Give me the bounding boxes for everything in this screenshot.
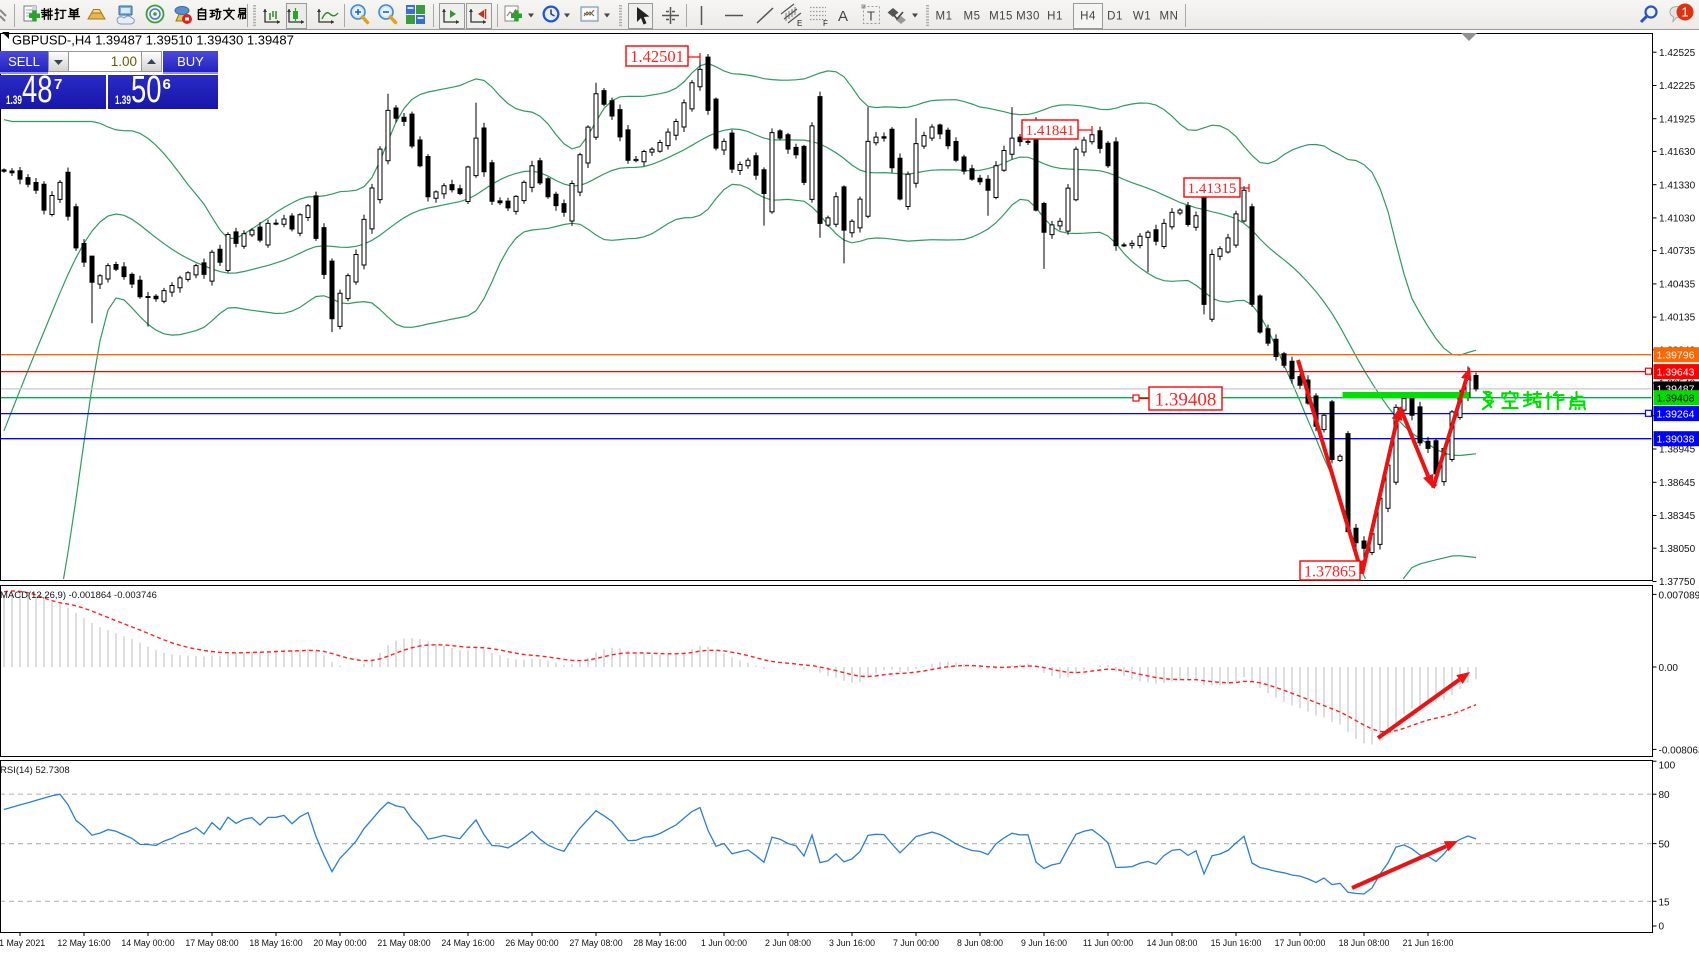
- svg-text:1.40735: 1.40735: [1659, 246, 1696, 257]
- svg-text:1.39796: 1.39796: [1657, 350, 1695, 362]
- svg-text:D1: D1: [1107, 11, 1123, 23]
- svg-text:24 May 16:00: 24 May 16:00: [441, 938, 494, 948]
- svg-text:11 May 2021: 11 May 2021: [0, 938, 45, 948]
- svg-text:1.38345: 1.38345: [1659, 511, 1696, 522]
- svg-text:1.39408: 1.39408: [1657, 393, 1695, 405]
- svg-text:1: 1: [1681, 5, 1688, 20]
- svg-text:18 Jun 08:00: 18 Jun 08:00: [1339, 938, 1390, 948]
- svg-text:15 Jun 16:00: 15 Jun 16:00: [1211, 938, 1262, 948]
- svg-text:1.41841: 1.41841: [1026, 123, 1075, 139]
- svg-text:3 Jun 16:00: 3 Jun 16:00: [829, 938, 875, 948]
- svg-text:12 May 16:00: 12 May 16:00: [57, 938, 110, 948]
- svg-text:-0.008063: -0.008063: [1659, 745, 1699, 756]
- svg-text:1.41630: 1.41630: [1659, 147, 1696, 158]
- svg-text:1.42225: 1.42225: [1659, 81, 1696, 92]
- svg-text:100: 100: [1659, 761, 1676, 772]
- svg-text:A: A: [838, 8, 848, 25]
- svg-text:M15: M15: [989, 11, 1013, 23]
- svg-text:0.00: 0.00: [1659, 663, 1679, 674]
- svg-text:GBPUSD-,H4 1.39487 1.39510 1.: GBPUSD-,H4 1.39487 1.39510 1.39430 1.394…: [12, 33, 294, 48]
- svg-text:M5: M5: [964, 11, 981, 23]
- svg-text:21 Jun 16:00: 21 Jun 16:00: [1403, 938, 1454, 948]
- svg-text:7 Jun 00:00: 7 Jun 00:00: [893, 938, 939, 948]
- svg-text:W1: W1: [1133, 11, 1151, 23]
- svg-text:8 Jun 08:00: 8 Jun 08:00: [957, 938, 1003, 948]
- svg-text:1.41315: 1.41315: [1188, 181, 1237, 197]
- svg-text:MACD(12,26,9) -0.001864 -0.003: MACD(12,26,9) -0.001864 -0.003746: [0, 590, 157, 601]
- svg-text:1.41925: 1.41925: [1659, 114, 1696, 125]
- svg-text:1.39038: 1.39038: [1657, 434, 1695, 446]
- svg-text:1.42525: 1.42525: [1659, 48, 1696, 59]
- svg-text:2 Jun 08:00: 2 Jun 08:00: [765, 938, 811, 948]
- svg-text:M30: M30: [1016, 11, 1040, 23]
- svg-text:1.38945: 1.38945: [1659, 445, 1696, 456]
- svg-text:20 May 00:00: 20 May 00:00: [313, 938, 366, 948]
- svg-text:MN: MN: [1160, 11, 1179, 23]
- svg-text:1.40135: 1.40135: [1659, 313, 1696, 324]
- svg-text:0: 0: [1659, 922, 1665, 933]
- svg-text:11 Jun 00:00: 11 Jun 00:00: [1083, 938, 1133, 948]
- svg-text:M1: M1: [936, 11, 953, 23]
- svg-text:H4: H4: [1080, 11, 1096, 23]
- svg-text:28 May 16:00: 28 May 16:00: [633, 938, 686, 948]
- svg-text:1.38050: 1.38050: [1659, 544, 1696, 555]
- svg-text:0.007089: 0.007089: [1659, 590, 1699, 601]
- svg-text:17 Jun 00:00: 17 Jun 00:00: [1275, 938, 1326, 948]
- svg-text:1.37750: 1.37750: [1659, 577, 1696, 588]
- svg-text:1.39264: 1.39264: [1657, 408, 1695, 420]
- svg-text:1.39643: 1.39643: [1657, 366, 1695, 378]
- svg-text:27 May 08:00: 27 May 08:00: [569, 938, 622, 948]
- svg-text:H1: H1: [1047, 11, 1063, 23]
- svg-text:1.39408: 1.39408: [1155, 389, 1217, 410]
- svg-text:18 May 16:00: 18 May 16:00: [249, 938, 302, 948]
- svg-text:RSI(14) 52.7308: RSI(14) 52.7308: [0, 765, 70, 776]
- svg-text:9 Jun 16:00: 9 Jun 16:00: [1021, 938, 1067, 948]
- svg-text:1.41330: 1.41330: [1659, 180, 1696, 191]
- svg-text:15: 15: [1659, 897, 1671, 908]
- svg-text:F: F: [823, 19, 828, 28]
- svg-text:14 May 00:00: 14 May 00:00: [121, 938, 174, 948]
- svg-text:26 May 00:00: 26 May 00:00: [505, 938, 558, 948]
- svg-text:1.41030: 1.41030: [1659, 214, 1696, 225]
- svg-text:1.40435: 1.40435: [1659, 280, 1696, 291]
- svg-text:1 Jun 00:00: 1 Jun 00:00: [701, 938, 747, 948]
- svg-text:14 Jun 08:00: 14 Jun 08:00: [1147, 938, 1198, 948]
- svg-text:17 May 08:00: 17 May 08:00: [185, 938, 238, 948]
- svg-text:1.37865: 1.37865: [1304, 563, 1356, 580]
- svg-text:50: 50: [1659, 840, 1671, 851]
- svg-text:1.42501: 1.42501: [630, 47, 684, 66]
- svg-text:E: E: [797, 19, 802, 28]
- svg-text:21 May 08:00: 21 May 08:00: [377, 938, 430, 948]
- svg-text:1.38645: 1.38645: [1659, 478, 1696, 489]
- svg-text:T: T: [867, 9, 875, 24]
- svg-text:80: 80: [1659, 790, 1671, 801]
